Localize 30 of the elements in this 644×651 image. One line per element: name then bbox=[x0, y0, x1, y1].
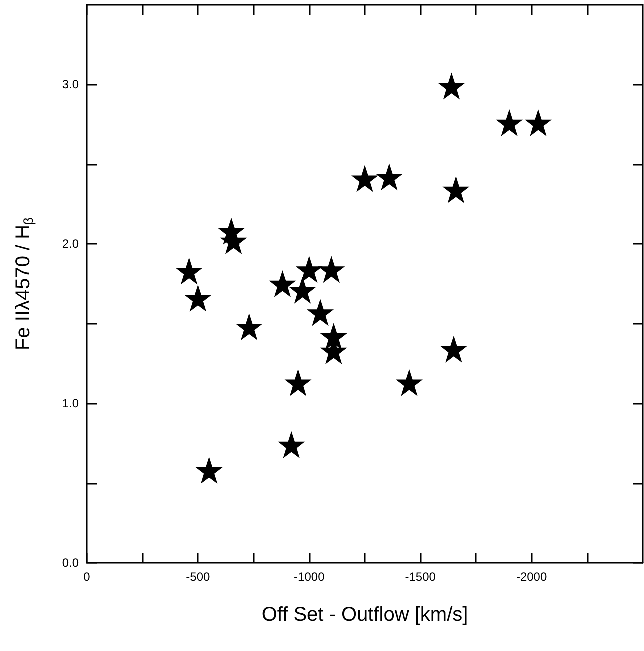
point bbox=[318, 256, 346, 284]
point bbox=[284, 369, 312, 396]
point bbox=[307, 299, 334, 326]
point bbox=[352, 165, 378, 192]
x-axis-title: Off Set - Outflow [km/s] bbox=[262, 604, 468, 626]
point bbox=[176, 258, 203, 285]
point bbox=[524, 109, 552, 136]
y-axis-title: Fe IIλ4570 / Hβ bbox=[12, 217, 36, 351]
point bbox=[496, 109, 524, 136]
x-tick-label: -1000 bbox=[294, 570, 326, 584]
y-tick-label: 3.0 bbox=[62, 78, 80, 92]
point bbox=[289, 276, 316, 304]
point bbox=[442, 176, 470, 204]
point bbox=[269, 270, 296, 298]
point bbox=[440, 336, 468, 363]
point bbox=[236, 314, 263, 341]
x-tick-label: 0 bbox=[84, 570, 91, 584]
point bbox=[296, 256, 323, 284]
y-tick-label: 0.0 bbox=[62, 556, 80, 570]
point bbox=[376, 164, 403, 191]
point bbox=[196, 457, 223, 484]
point bbox=[396, 369, 423, 396]
x-tick-label: -500 bbox=[186, 570, 211, 584]
x-tick-label: -2000 bbox=[516, 570, 548, 584]
y-tick-label: 2.0 bbox=[62, 237, 80, 252]
point bbox=[438, 72, 466, 100]
point bbox=[184, 284, 212, 312]
point bbox=[278, 432, 306, 459]
y-tick-label: 1.0 bbox=[62, 396, 80, 411]
x-tick-label: -1500 bbox=[405, 570, 436, 584]
